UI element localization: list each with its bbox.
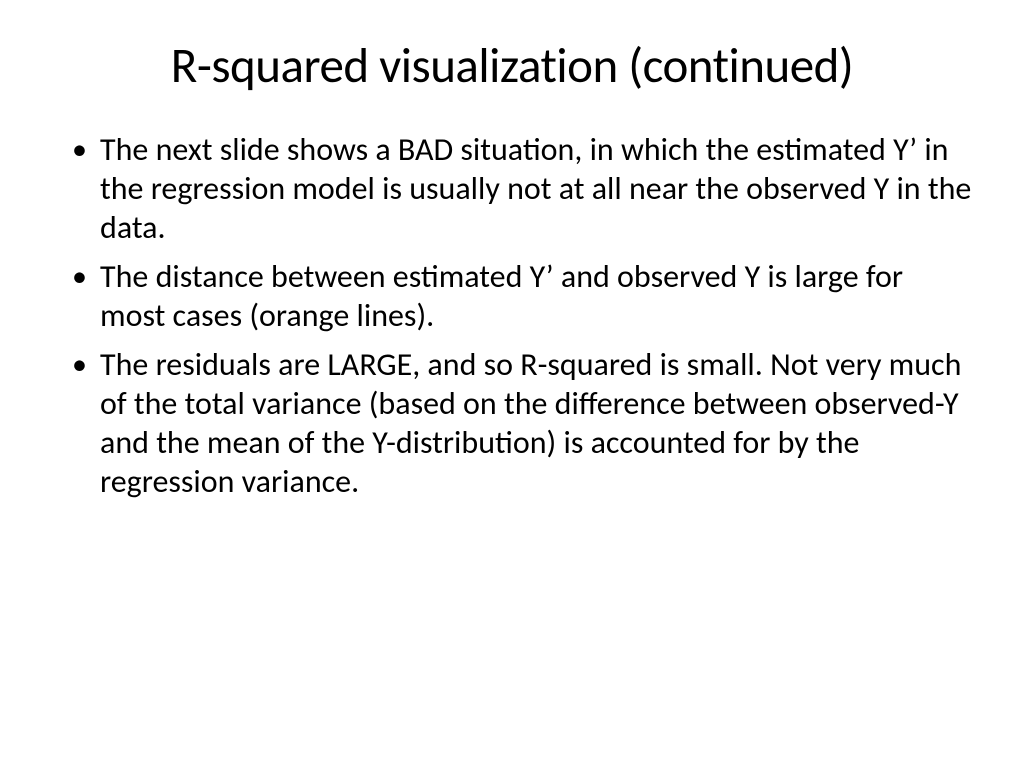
bullet-item: The next slide shows a BAD situation, in…	[76, 130, 974, 247]
bullet-list: The next slide shows a BAD situation, in…	[50, 130, 974, 501]
slide-container: R-squared visualization (continued) The …	[0, 0, 1024, 768]
bullet-item: The distance between estimated Y’ and ob…	[76, 257, 974, 335]
slide-title: R-squared visualization (continued)	[50, 40, 974, 94]
bullet-item: The residuals are LARGE, and so R-square…	[76, 345, 974, 501]
